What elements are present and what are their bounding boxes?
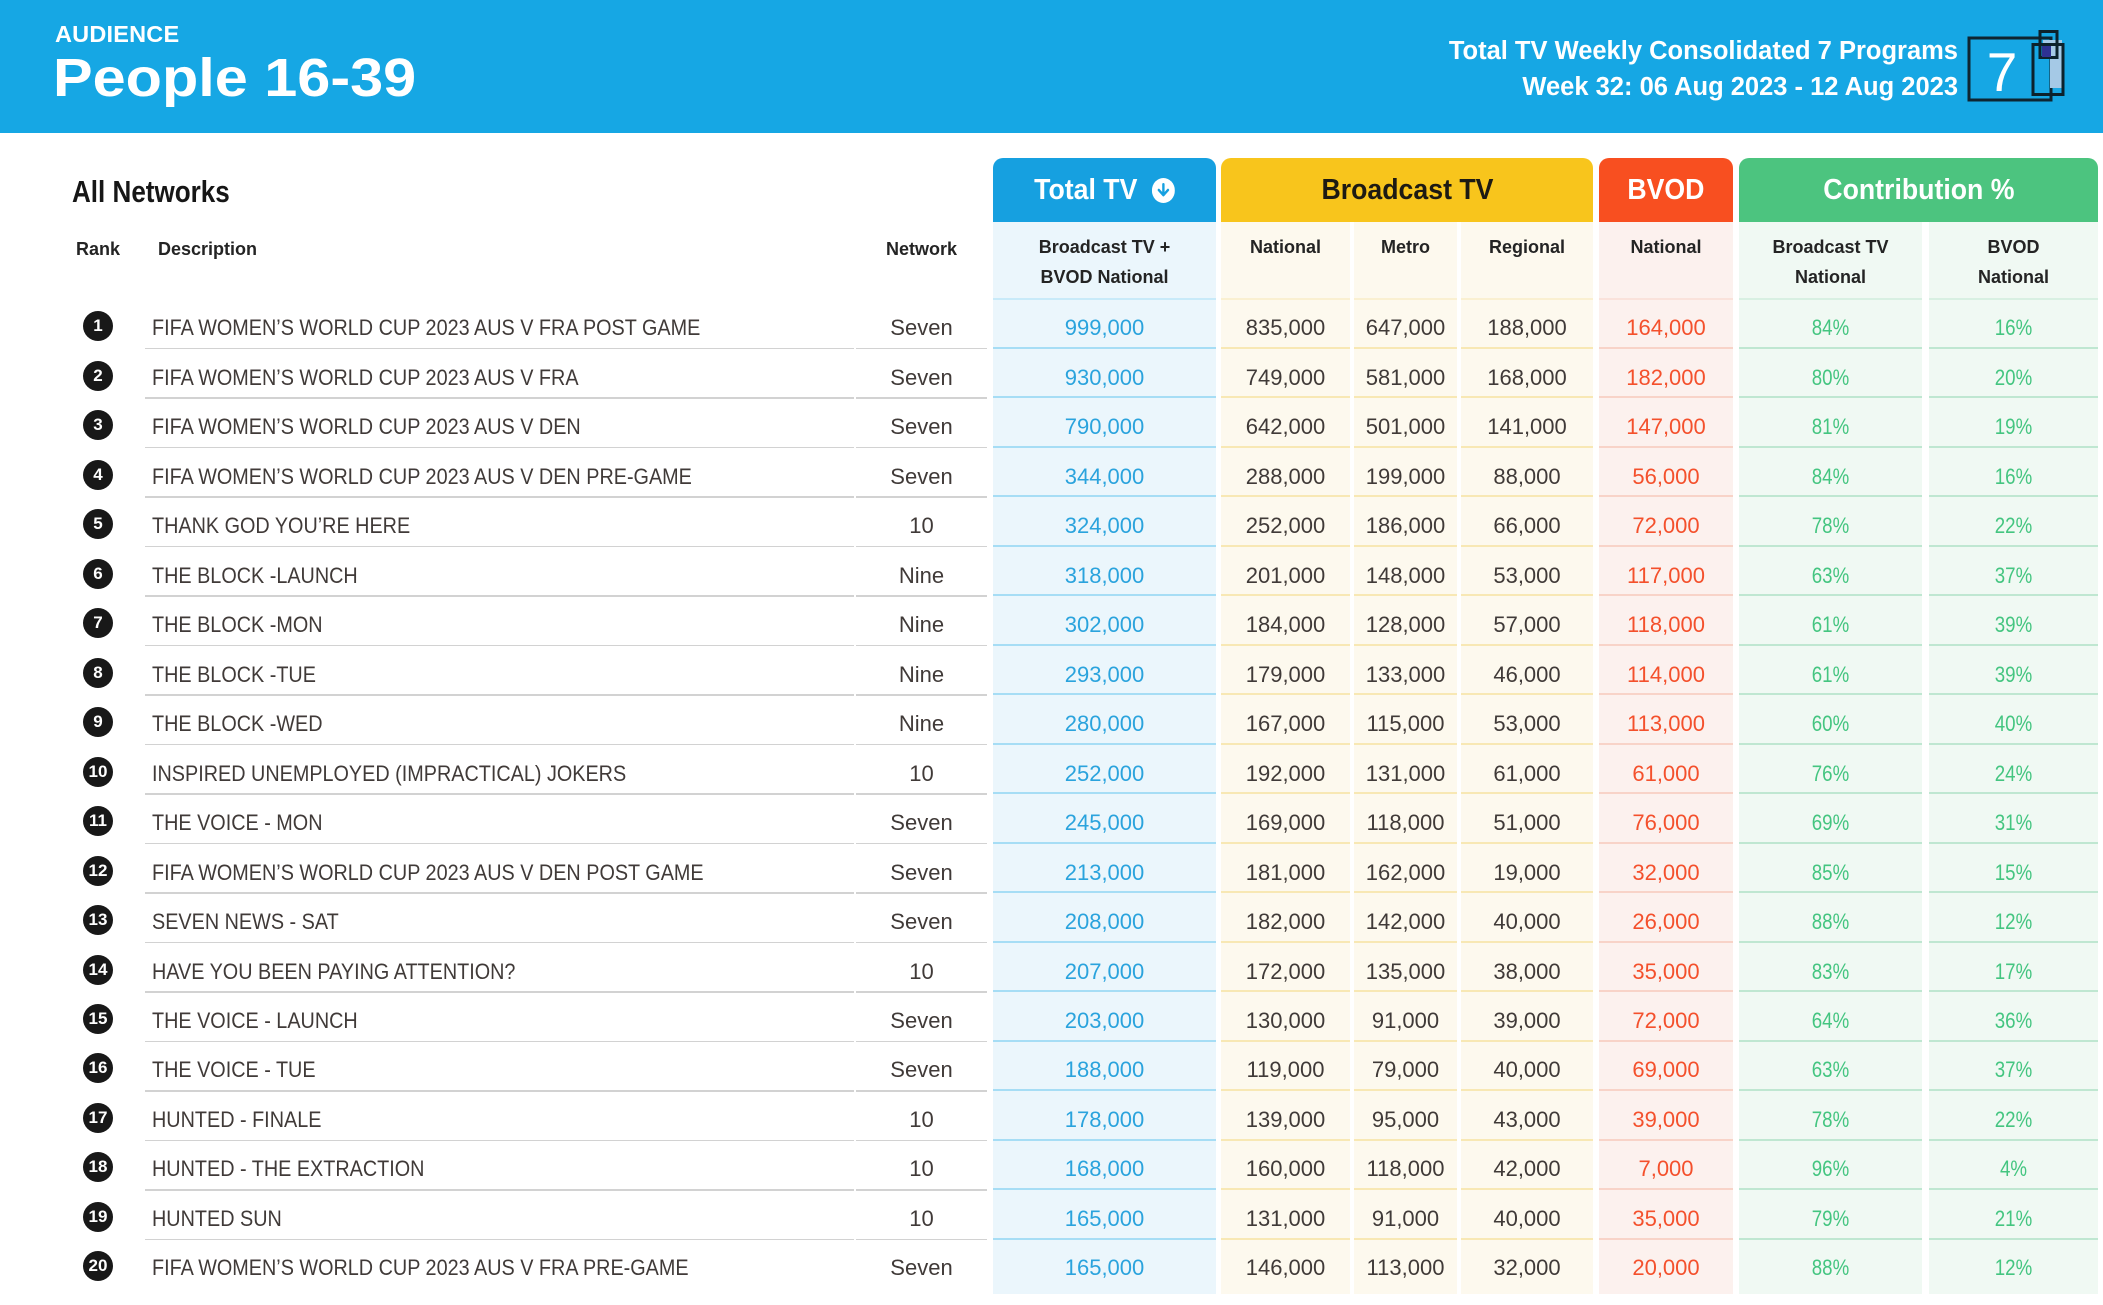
svg-text:7: 7 [1987,41,2018,103]
